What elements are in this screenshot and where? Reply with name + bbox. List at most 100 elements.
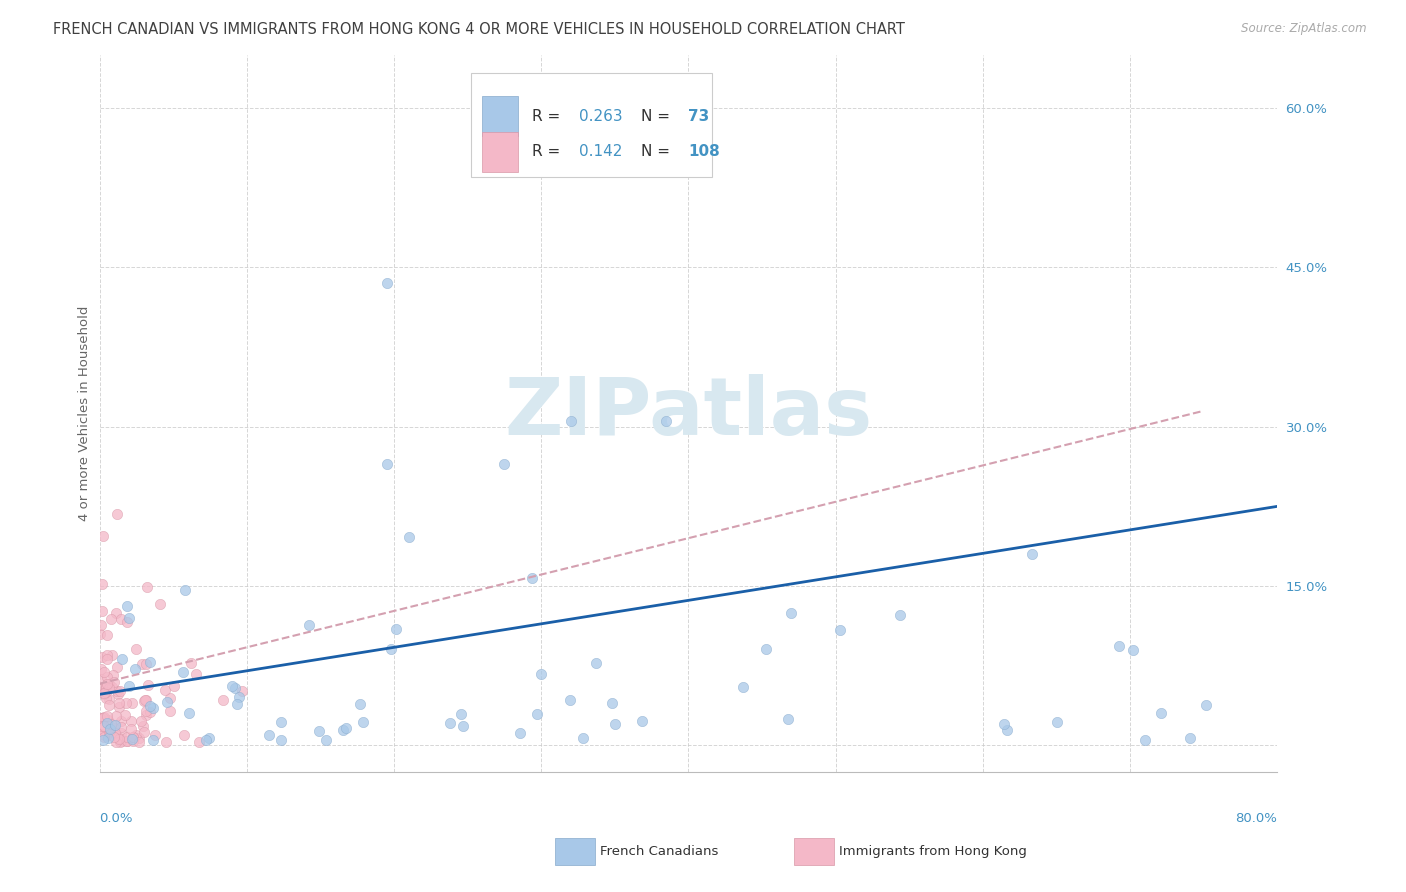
Point: [91, 733, 114, 747]
Point: [163, 679, 186, 693]
Point: [132, 719, 155, 733]
Point: [139, 705, 162, 719]
Point: [1108, 639, 1130, 653]
Text: R =: R =: [531, 145, 565, 160]
Point: [1046, 715, 1069, 730]
Text: 108: 108: [689, 145, 720, 160]
Point: [96, 716, 118, 731]
Point: [96, 648, 118, 663]
Point: [101, 667, 124, 681]
Point: [90, 618, 112, 632]
Point: [560, 414, 582, 428]
Point: [134, 693, 156, 707]
FancyBboxPatch shape: [471, 73, 711, 177]
Text: 0.142: 0.142: [579, 145, 623, 160]
Point: [108, 731, 131, 745]
Point: [89, 711, 111, 725]
Point: [186, 666, 208, 681]
Point: [159, 690, 181, 705]
Point: [97, 677, 120, 691]
Point: [231, 684, 253, 698]
Point: [142, 701, 165, 715]
Point: [122, 734, 145, 748]
Point: [125, 641, 148, 656]
Point: [135, 693, 157, 707]
Point: [96, 652, 118, 666]
Point: [91, 719, 114, 733]
Point: [94, 691, 117, 706]
Point: [89, 711, 111, 725]
Point: [96, 680, 118, 694]
Point: [136, 678, 159, 692]
Point: [1150, 706, 1173, 720]
Point: [98, 698, 121, 712]
Point: [526, 707, 548, 722]
Point: [159, 704, 181, 718]
Point: [90, 662, 112, 676]
Point: [135, 707, 157, 722]
Point: [228, 690, 250, 705]
Point: [97, 713, 120, 727]
Point: [135, 704, 157, 718]
Point: [259, 728, 281, 742]
Point: [131, 657, 153, 671]
Point: [520, 571, 543, 585]
Point: [585, 656, 607, 670]
Point: [93, 687, 115, 701]
Point: [107, 687, 129, 701]
Point: [270, 733, 292, 747]
Point: [103, 722, 125, 736]
Point: [105, 607, 128, 621]
Point: [100, 716, 122, 731]
Text: FRENCH CANADIAN VS IMMIGRANTS FROM HONG KONG 4 OR MORE VEHICLES IN HOUSEHOLD COR: FRENCH CANADIAN VS IMMIGRANTS FROM HONG …: [53, 22, 905, 37]
Text: 0.263: 0.263: [579, 109, 623, 124]
Point: [298, 618, 321, 632]
Point: [187, 735, 209, 749]
Point: [134, 694, 156, 708]
Point: [97, 692, 120, 706]
Point: [104, 718, 127, 732]
Point: [91, 711, 114, 725]
Point: [180, 657, 202, 671]
Point: [631, 714, 654, 729]
Point: [380, 641, 402, 656]
Point: [174, 583, 197, 598]
Point: [453, 719, 475, 733]
Point: [108, 699, 131, 714]
FancyBboxPatch shape: [482, 132, 517, 171]
Point: [226, 697, 249, 711]
Point: [731, 680, 754, 694]
Point: [553, 106, 575, 120]
Point: [90, 604, 112, 618]
Point: [110, 720, 132, 734]
Point: [194, 733, 217, 747]
Point: [115, 734, 138, 748]
Point: [270, 714, 292, 729]
Point: [315, 733, 337, 747]
Point: [91, 576, 114, 591]
Point: [450, 706, 472, 721]
Point: [105, 507, 128, 521]
Point: [1133, 733, 1156, 747]
Point: [115, 599, 138, 614]
Point: [136, 581, 159, 595]
Point: [398, 530, 420, 544]
Point: [602, 696, 624, 710]
Point: [115, 730, 138, 744]
Point: [212, 692, 235, 706]
Point: [97, 725, 120, 739]
Point: [142, 733, 165, 747]
Point: [509, 726, 531, 740]
Point: [439, 715, 461, 730]
Point: [995, 723, 1018, 738]
Point: [1122, 643, 1144, 657]
Point: [558, 693, 581, 707]
Point: [90, 650, 112, 665]
Point: [98, 722, 121, 736]
Point: [155, 735, 177, 749]
Point: [103, 731, 125, 745]
Point: [110, 714, 132, 728]
Point: [110, 612, 132, 626]
Point: [89, 727, 111, 741]
Point: [111, 652, 134, 666]
